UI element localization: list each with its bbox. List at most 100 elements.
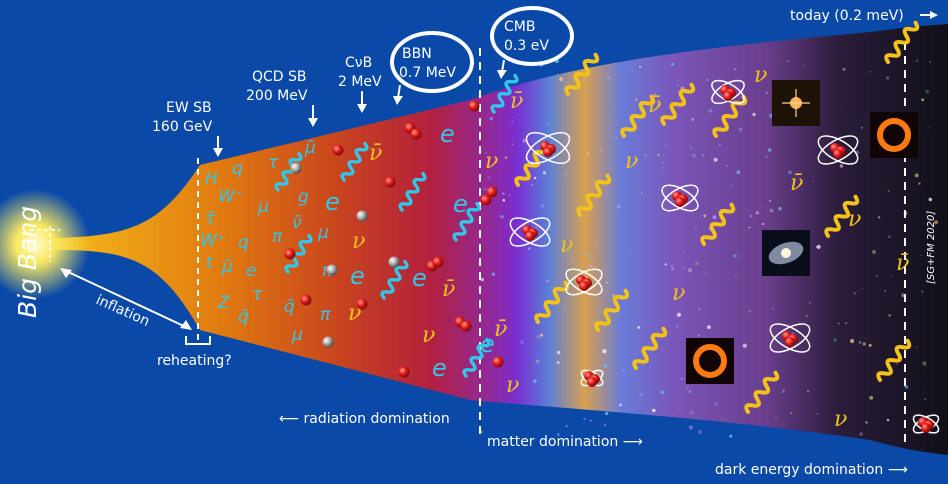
- ewsb-value: 160 GeV: [152, 119, 213, 135]
- texture-speck: [565, 174, 567, 177]
- texture-speck: [581, 192, 584, 195]
- texture-speck: [691, 118, 695, 121]
- texture-speck: [531, 183, 533, 186]
- particle-symbol: W⁺: [200, 231, 226, 251]
- grey-particle: [290, 162, 302, 174]
- cnub-arrow-head: [357, 104, 367, 113]
- atom-nucleon: [579, 281, 589, 291]
- texture-speck: [699, 217, 701, 219]
- particle-symbol: e: [246, 261, 256, 281]
- atom-orbit: [565, 268, 603, 296]
- neutrino-symbol: ν̄: [510, 89, 523, 114]
- gluon-wiggle: [462, 337, 491, 378]
- texture-speck: [692, 153, 696, 158]
- gluon-wiggle: [398, 171, 427, 212]
- texture-speck: [634, 98, 639, 102]
- texture-speck: [547, 122, 550, 125]
- texture-speck: [586, 152, 590, 155]
- photon-wiggle: [514, 143, 550, 187]
- cnub-name: CνB: [345, 55, 372, 71]
- atom-orbit: [711, 79, 745, 105]
- red-particle: [398, 366, 410, 378]
- electron-symbol: e: [412, 264, 427, 292]
- texture-speck: [725, 164, 729, 168]
- texture-speck: [918, 182, 921, 185]
- electron-symbol: e: [440, 120, 455, 148]
- texture-speck: [929, 61, 932, 63]
- atom-nucleon: [675, 197, 685, 207]
- red-particle: [410, 128, 422, 140]
- texture-speck: [927, 126, 930, 129]
- photon-wiggle: [824, 194, 860, 238]
- texture-speck: [680, 377, 684, 380]
- texture-speck: [816, 244, 821, 249]
- reheating-label: reheating?: [157, 353, 232, 369]
- inflation-arrow-head-left: [60, 268, 72, 278]
- texture-speck: [704, 272, 707, 274]
- neutrino-symbol: ν: [560, 233, 573, 258]
- ewsb-arrow-head: [213, 148, 223, 157]
- texture-speck: [606, 281, 608, 284]
- texture-speck: [764, 113, 766, 115]
- atom-orbit: [509, 217, 551, 247]
- texture-speck: [712, 215, 717, 220]
- electron-symbol: e: [432, 354, 447, 382]
- texture-speck: [920, 254, 923, 257]
- texture-speck: [768, 199, 772, 202]
- today-label: today (0.2 meV): [790, 8, 904, 24]
- texture-speck: [842, 67, 846, 71]
- particle-symbol: q̄: [238, 307, 249, 327]
- red-particle: [432, 256, 444, 268]
- texture-speck: [769, 208, 774, 213]
- texture-speck: [485, 152, 488, 154]
- texture-speck: [622, 369, 625, 372]
- radiation-domination-label: ⟵ radiation domination: [279, 411, 450, 427]
- texture-speck: [772, 308, 774, 310]
- particle-symbol: W⁻: [218, 187, 244, 207]
- gluon-wiggles: [274, 73, 519, 378]
- texture-speck: [707, 325, 711, 329]
- particle-symbol: μ̄: [221, 257, 233, 277]
- texture-speck: [556, 350, 561, 355]
- texture-speck: [670, 264, 673, 267]
- texture-speck: [644, 154, 647, 157]
- texture-speck: [890, 275, 892, 277]
- texture-speck: [540, 203, 545, 208]
- texture-speck: [839, 164, 844, 168]
- texture-speck: [590, 256, 594, 260]
- texture-speck: [550, 286, 553, 289]
- texture-speck: [722, 417, 724, 420]
- texture-speck: [489, 117, 493, 121]
- texture-speck: [850, 338, 855, 344]
- atom-orbit: [565, 268, 603, 296]
- photon-wiggle: [564, 52, 600, 96]
- particle-symbol: μ: [317, 223, 329, 243]
- texture-speck: [589, 419, 592, 422]
- texture-speck: [765, 91, 769, 95]
- texture-speck: [928, 197, 933, 202]
- texture-speck: [808, 301, 811, 304]
- texture-speck: [683, 268, 685, 270]
- texture-speck: [928, 432, 931, 435]
- texture-speck: [491, 272, 496, 276]
- texture-speck: [742, 343, 747, 348]
- neutrino-symbol: ν: [672, 281, 685, 306]
- gluon-wiggle: [274, 151, 303, 192]
- texture-speck: [764, 97, 766, 99]
- atom-nucleon: [525, 231, 535, 241]
- texture-speck: [536, 334, 541, 339]
- neutrino-symbol: ν: [506, 373, 519, 398]
- photon-wiggle: [660, 82, 696, 126]
- texture-speck: [904, 385, 909, 389]
- texture-speck: [671, 267, 675, 271]
- texture-speck: [533, 176, 537, 180]
- texture-speck: [888, 314, 891, 317]
- gluon-wiggle: [284, 233, 313, 274]
- texture-speck: [922, 361, 927, 366]
- texture-speck: [652, 408, 656, 413]
- photon-wiggle: [876, 338, 912, 383]
- particle-symbol: μ: [257, 197, 269, 217]
- texture-speck: [511, 120, 514, 123]
- red-particle: [384, 176, 396, 188]
- red-particle: [284, 248, 296, 260]
